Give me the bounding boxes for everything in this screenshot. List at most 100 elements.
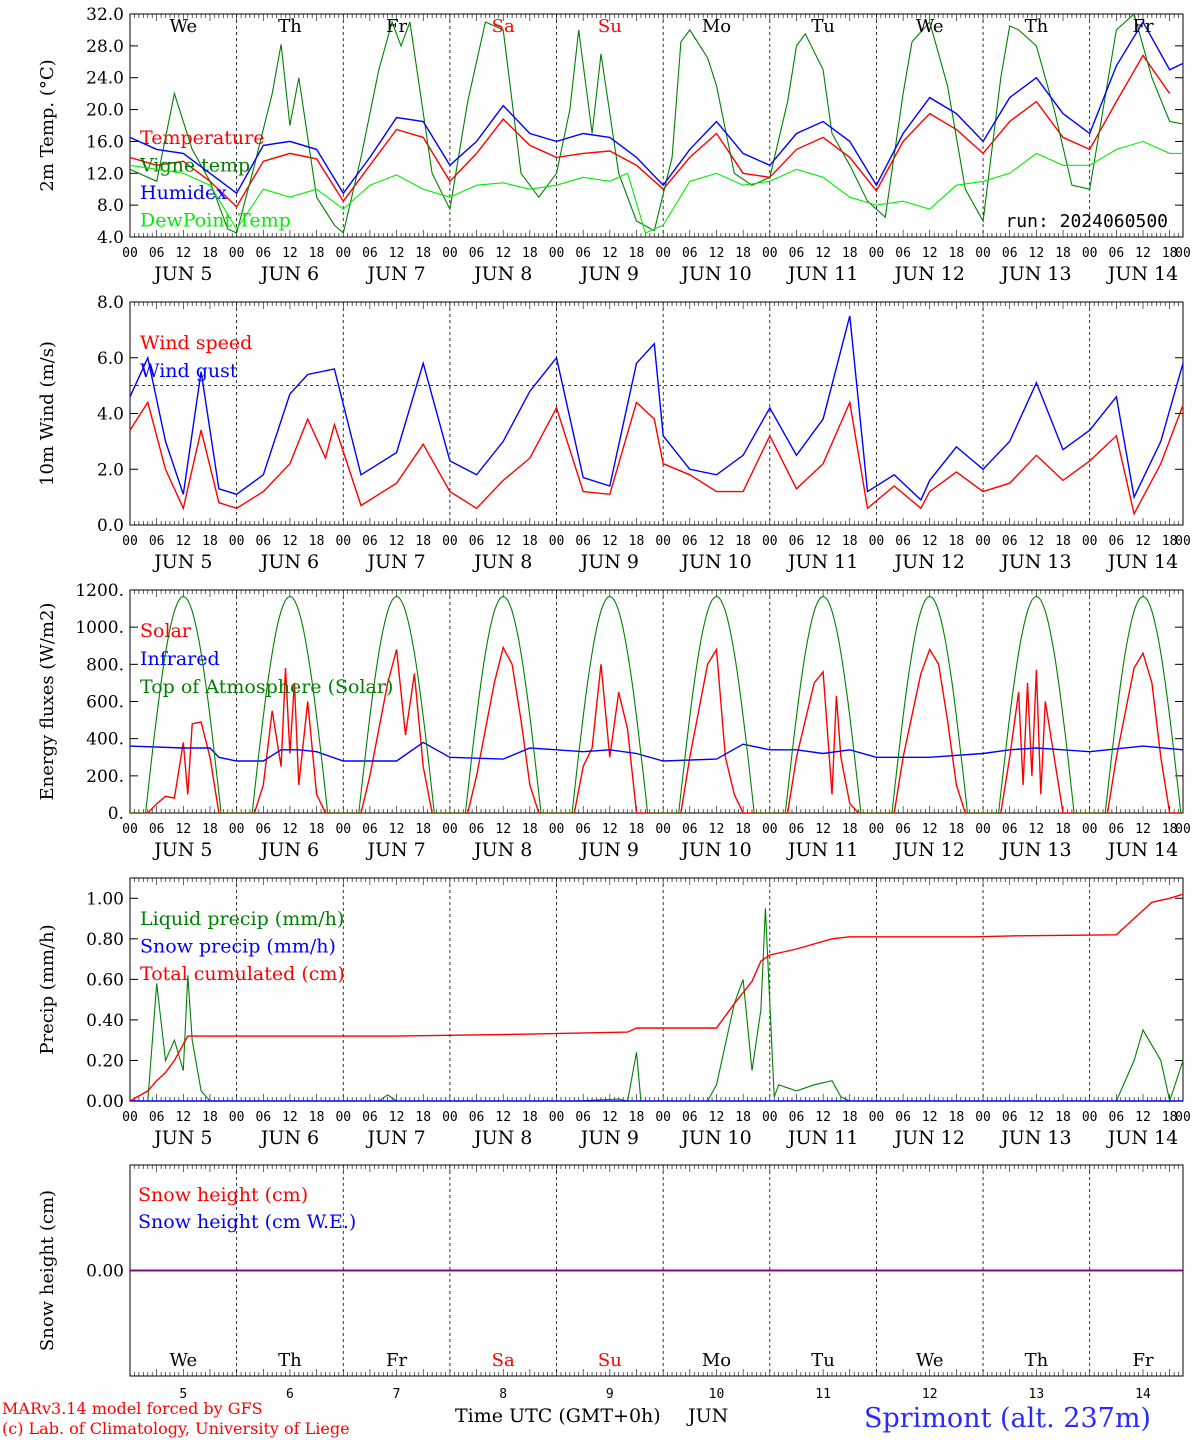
hour-tick-label: 18	[949, 822, 965, 837]
day-number-label: 8	[499, 1387, 507, 1402]
y-tick-label: 400.	[86, 730, 124, 750]
hour-tick-label: 00	[762, 1110, 778, 1125]
date-label: JUN 9	[579, 839, 639, 861]
hour-tick-label: 06	[1109, 534, 1125, 549]
hour-tick-label: 06	[575, 246, 591, 261]
hour-tick-label: 12	[815, 534, 831, 549]
date-label: JUN 6	[259, 263, 319, 285]
series-total-cumulated-cm	[129, 893, 1184, 1102]
hour-tick-label: 00	[655, 1110, 671, 1125]
hour-tick-label: 18	[522, 534, 538, 549]
y-tick-label: 4.0	[97, 405, 124, 425]
hour-tick-label: 12	[1135, 822, 1151, 837]
day-number-label: 7	[393, 1387, 401, 1402]
hour-tick-label: 00	[122, 1110, 138, 1125]
hour-tick-label: 06	[895, 1110, 911, 1125]
y-tick-label: 0.40	[86, 1011, 124, 1031]
hour-tick-label: 12	[1029, 1110, 1045, 1125]
hour-tick-label: 12	[389, 1110, 405, 1125]
hour-tick-label: 18	[1162, 1110, 1178, 1125]
date-label: JUN 11	[786, 839, 858, 861]
date-label: JUN 5	[152, 263, 212, 285]
hour-tick-label: 18	[1162, 246, 1178, 261]
hour-tick-label: 18	[202, 246, 218, 261]
hour-tick-label: 00	[1175, 246, 1191, 261]
date-label: JUN 10	[679, 839, 751, 861]
hour-tick-label: 06	[469, 822, 485, 837]
hour-tick-label: 06	[255, 534, 271, 549]
hour-tick-label: 12	[282, 822, 298, 837]
series-wind-gust	[129, 315, 1184, 502]
legend-entry: Vigne temp	[139, 155, 250, 177]
hour-tick-label: 18	[522, 1110, 538, 1125]
hour-tick-label: 00	[1175, 822, 1191, 837]
hour-tick-label: 00	[229, 1110, 245, 1125]
hour-tick-label: 00	[655, 534, 671, 549]
date-label: JUN 11	[786, 263, 858, 285]
hour-tick-label: 00	[975, 1110, 991, 1125]
hour-tick-label: 18	[629, 1110, 645, 1125]
hour-tick-label: 12	[815, 1110, 831, 1125]
hour-tick-label: 18	[629, 246, 645, 261]
hour-tick-label: 12	[282, 1110, 298, 1125]
date-label: JUN 7	[365, 263, 425, 285]
y-tick-label: 6.0	[97, 349, 124, 369]
date-label: JUN 13	[999, 551, 1071, 573]
date-label: JUN 9	[579, 263, 639, 285]
y-tick-label: 20.0	[86, 101, 124, 121]
hour-tick-label: 06	[789, 822, 805, 837]
day-number-label: 10	[709, 1387, 725, 1402]
series-dewpoint-temp	[129, 140, 1183, 234]
hour-tick-label: 12	[1029, 822, 1045, 837]
hour-tick-label: 06	[1109, 1110, 1125, 1125]
date-label: JUN 7	[365, 551, 425, 573]
date-label: JUN 9	[579, 551, 639, 573]
y-tick-label: 1200.	[75, 581, 124, 601]
hour-tick-label: 06	[469, 246, 485, 261]
date-label: JUN 14	[1106, 1127, 1178, 1149]
hour-tick-label: 12	[175, 1110, 191, 1125]
hour-tick-label: 06	[469, 534, 485, 549]
hour-tick-label: 18	[1055, 1110, 1071, 1125]
day-name-label: Tu	[811, 1350, 835, 1371]
date-label: JUN 11	[786, 1127, 858, 1149]
date-label: JUN 10	[679, 1127, 751, 1149]
hour-tick-label: 00	[335, 822, 351, 837]
hour-tick-label: 12	[602, 1110, 618, 1125]
hour-tick-label: 18	[415, 1110, 431, 1125]
hour-tick-label: 00	[1082, 822, 1098, 837]
date-label: JUN 14	[1106, 263, 1178, 285]
date-label: JUN 13	[999, 839, 1071, 861]
hour-tick-label: 18	[735, 1110, 751, 1125]
y-tick-label: 0.80	[86, 930, 124, 950]
hour-tick-label: 18	[842, 1110, 858, 1125]
hour-tick-label: 12	[389, 534, 405, 549]
hour-tick-label: 18	[522, 822, 538, 837]
hour-tick-label: 00	[975, 822, 991, 837]
hour-tick-label: 12	[922, 246, 938, 261]
y-tick-label: 0.00	[86, 1092, 124, 1112]
hour-tick-label: 18	[949, 246, 965, 261]
hour-tick-label: 00	[762, 246, 778, 261]
hour-tick-label: 18	[735, 534, 751, 549]
series-top-of-atmosphere-solar	[130, 595, 1183, 814]
y-axis-label: Energy fluxes (W/m2)	[37, 603, 58, 801]
hour-tick-label: 18	[309, 1110, 325, 1125]
hour-tick-label: 00	[1082, 246, 1098, 261]
date-label: JUN 10	[679, 263, 751, 285]
hour-tick-label: 12	[602, 246, 618, 261]
date-label: JUN 8	[472, 839, 532, 861]
hour-tick-label: 00	[549, 246, 565, 261]
hour-tick-label: 18	[949, 1110, 965, 1125]
hour-tick-label: 12	[922, 534, 938, 549]
hour-tick-label: 06	[362, 1110, 378, 1125]
x-axis-label: Time UTC (GMT+0h)	[455, 1405, 661, 1427]
hour-tick-label: 12	[495, 246, 511, 261]
hour-tick-label: 18	[1162, 534, 1178, 549]
credit-line-2: (c) Lab. of Climatology, University of L…	[2, 1419, 350, 1438]
date-label: JUN 12	[893, 1127, 965, 1149]
hour-tick-label: 00	[549, 822, 565, 837]
hour-tick-label: 00	[229, 534, 245, 549]
panel-frame-1	[129, 13, 1184, 238]
hour-tick-label: 00	[762, 534, 778, 549]
